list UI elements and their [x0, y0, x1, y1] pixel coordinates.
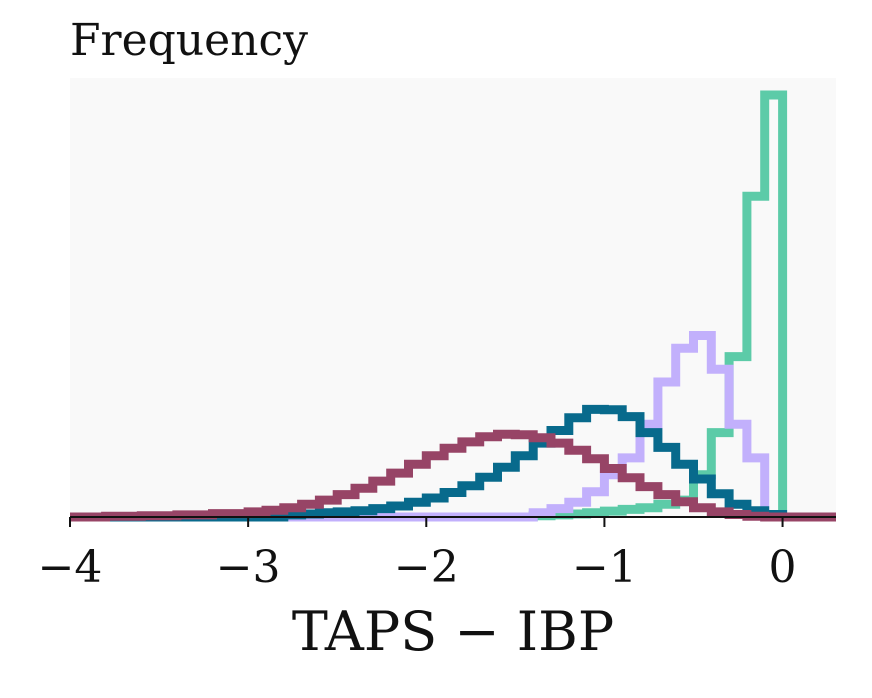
series-layer	[70, 90, 836, 522]
x-tick-label: −4	[38, 542, 103, 593]
histogram-series-4	[70, 429, 836, 522]
y-axis-label: Frequency	[70, 15, 308, 66]
histogram-series-2	[70, 331, 836, 522]
x-tick-label: −1	[572, 542, 637, 593]
x-tick-label: −2	[394, 542, 459, 593]
histogram-series-3	[70, 404, 836, 522]
x-tick-label: 0	[769, 542, 797, 593]
x-ticks: −4 −3 −2 −1 0	[38, 517, 797, 593]
x-tick-label: −3	[216, 542, 281, 593]
histogram-series-1	[70, 90, 836, 522]
x-axis-label: TAPS − IBP	[292, 600, 614, 663]
